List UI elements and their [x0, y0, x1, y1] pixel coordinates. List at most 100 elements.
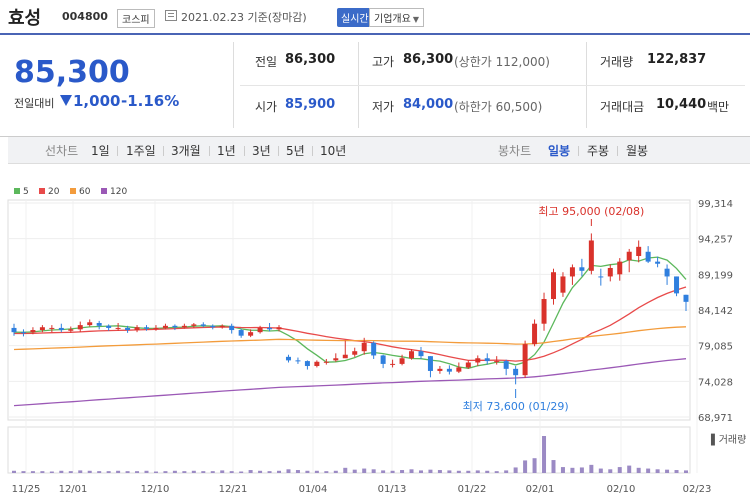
price-chart[interactable]: 5 20 60 120 99,314 94,257 89,199 84,142 79,085 7…: [0, 180, 750, 499]
chart-annotations: 최고 95,000 (02/08) 최저 73,600 (01/29): [463, 205, 645, 413]
volume-frame: [7, 426, 691, 474]
volume-bar: [579, 467, 584, 473]
candle-body: [210, 325, 216, 328]
chevron-down-icon: ▼: [412, 15, 419, 24]
volume-bar: [220, 470, 225, 473]
high-annotation: 최고 95,000 (02/08): [538, 205, 644, 218]
volume-bar: [674, 470, 679, 473]
tab-10y[interactable]: 10년: [320, 144, 347, 158]
realtime-button[interactable]: 실시간: [337, 8, 373, 27]
volume-bar: [362, 468, 367, 473]
price-panel: [0, 33, 750, 137]
volume-value: 122,837: [647, 52, 707, 67]
volume-bar: [239, 471, 244, 473]
candle-body: [323, 361, 329, 363]
volume-bar: [542, 436, 547, 473]
chart-tabs-bar: [8, 137, 750, 164]
moving-averages: [13, 256, 687, 407]
candle-body: [153, 327, 159, 329]
candle-body: [39, 327, 45, 331]
low-label: 저가: [372, 100, 395, 114]
volume-bar: [21, 471, 26, 473]
tab-5y[interactable]: 5년: [286, 144, 305, 158]
candle-body: [465, 362, 471, 368]
y-tick-label: 84,142: [698, 306, 733, 317]
tab-divider: [244, 146, 245, 156]
volume-bar: [248, 470, 253, 473]
candle-body: [418, 351, 424, 357]
volume-bar: [447, 470, 452, 473]
tab-divider: [617, 146, 618, 156]
line-chart-label: 선차트: [45, 144, 79, 158]
y-tick-label: 68,971: [698, 413, 733, 424]
volume-bar: [665, 469, 670, 473]
candle-body: [191, 324, 197, 326]
tab-divider: [312, 146, 313, 156]
candle-body: [144, 327, 150, 329]
candle-body: [380, 355, 386, 364]
candle-body: [248, 332, 254, 336]
x-tick-label: 12/01: [59, 484, 88, 495]
volume-bar: [191, 470, 196, 473]
candle-body: [87, 322, 93, 326]
open-label: 시가: [255, 100, 278, 114]
legend-label-120: 120: [110, 187, 127, 197]
tab-daily[interactable]: 일봉: [548, 144, 571, 158]
x-tick-label: 02/10: [607, 484, 636, 495]
stock-name: 효성: [8, 8, 42, 29]
candle-body: [371, 342, 377, 356]
change-value: 1,000: [73, 92, 121, 110]
tab-monthly[interactable]: 월봉: [626, 144, 649, 158]
tab-1d[interactable]: 1일: [91, 144, 110, 158]
candle-body: [674, 276, 680, 294]
volume-bar: [295, 470, 300, 473]
candle-body: [77, 325, 83, 330]
quote-date: 2021.02.23 기준(장마감): [181, 11, 307, 24]
volume-bar: [59, 470, 64, 473]
divider: [233, 42, 234, 128]
volume-bar: [494, 471, 499, 473]
volume-bar: [523, 460, 528, 473]
volume-bar: [182, 471, 187, 473]
x-tick-label: 11/25: [12, 484, 41, 495]
volume-bar: [125, 471, 130, 473]
volume-bar: [560, 467, 565, 473]
amount-label: 거래대금: [600, 100, 645, 114]
candle-body: [106, 325, 112, 328]
tab-weekly[interactable]: 주봉: [587, 144, 610, 158]
candlesticks: [11, 233, 689, 385]
candle-body: [257, 327, 263, 333]
x-axis-labels: 11/25 12/01 12/10 12/21 01/04 01/13 01/22 02/01…: [12, 484, 712, 495]
y-tick-label: 99,314: [698, 199, 733, 210]
ma5-line: [13, 256, 687, 369]
tab-divider: [209, 146, 210, 156]
legend-label-5: 5: [23, 187, 29, 197]
tab-3m[interactable]: 3개월: [171, 144, 201, 158]
candle-body: [115, 327, 121, 329]
volume-bar: [116, 470, 121, 473]
volume-bar: [172, 470, 177, 473]
volume-bar: [49, 471, 54, 473]
candle-body: [475, 358, 481, 363]
tab-1w[interactable]: 1주일: [126, 144, 156, 158]
candle-body: [125, 327, 131, 331]
lower-limit: (하한가 60,500): [454, 100, 543, 114]
market-badge: 코스피: [117, 9, 155, 28]
candle-body: [352, 351, 358, 355]
x-tick-label: 12/21: [219, 484, 248, 495]
volume-bar: [598, 468, 603, 473]
volume-bar: [352, 469, 357, 473]
tab-3y[interactable]: 3년: [252, 144, 271, 158]
current-price: 85,300: [14, 55, 130, 90]
low-annotation: 최저 73,600 (01/29): [463, 400, 569, 413]
candle-body: [399, 358, 405, 364]
volume-bar: [418, 470, 423, 473]
tab-1y[interactable]: 1년: [217, 144, 236, 158]
legend-swatch-20: [39, 188, 45, 194]
volume-bar: [314, 470, 319, 473]
volume-bar: [636, 467, 641, 473]
open-value: 85,900: [285, 97, 336, 112]
legend-swatch-120: [101, 188, 107, 194]
ma120-line: [13, 358, 687, 407]
company-info-dropdown[interactable]: 기업개요 ▼: [369, 8, 424, 27]
